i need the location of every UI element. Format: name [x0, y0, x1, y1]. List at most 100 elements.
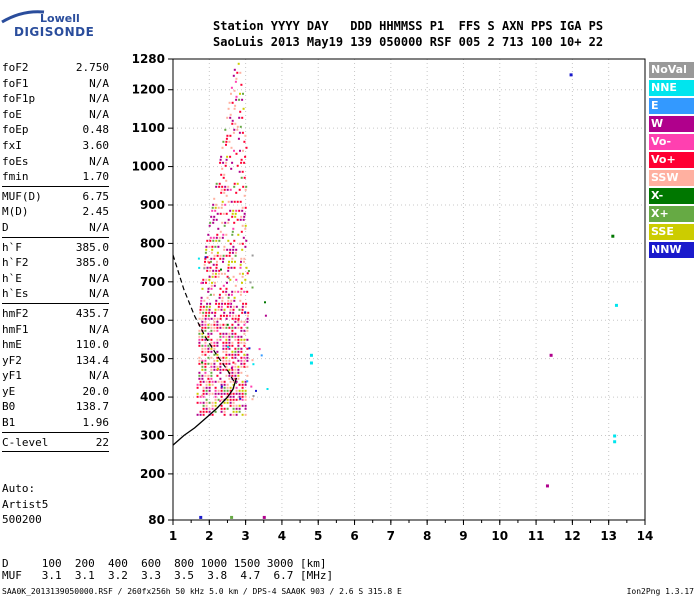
echo-mark [230, 167, 233, 170]
echo-mark [231, 332, 234, 335]
echo-mark [201, 368, 204, 371]
echo-mark [240, 329, 243, 332]
header-values: SaoLuis 2013 May19 139 050000 RSF 005 2 … [213, 35, 604, 49]
echo-mark [237, 314, 240, 317]
echo-mark [240, 158, 243, 161]
echo-mark [238, 209, 241, 212]
echo-mark [243, 140, 246, 143]
echo-mark [243, 161, 246, 164]
param-row: foE N/A [2, 107, 109, 123]
echo-mark [208, 407, 211, 410]
station-header: Station YYYY DAY DDD HHMMSS P1 FFS S AXN… [213, 18, 603, 50]
echo-mark [221, 302, 224, 305]
echo-mark [205, 386, 208, 389]
echo-mark [216, 323, 219, 326]
echo-mark [234, 80, 237, 83]
y-tick-label: 400 [140, 390, 165, 404]
echo-mark [228, 335, 231, 338]
echo-mark [207, 326, 210, 329]
echo-mark [211, 248, 214, 251]
echo-mark [202, 392, 205, 395]
echo-mark [235, 386, 238, 389]
echo-mark [225, 356, 228, 359]
profile-solid-line [172, 377, 238, 446]
echo-mark [207, 287, 210, 290]
echo-mark [236, 200, 239, 203]
echo-mark [230, 266, 233, 269]
echo-mark [207, 377, 210, 380]
echo-mark [246, 317, 249, 320]
echo-point [309, 361, 313, 365]
echo-mark [223, 188, 226, 191]
param-separator [2, 431, 109, 433]
echo-mark [204, 329, 207, 332]
echo-point [611, 234, 615, 238]
echo-mark [198, 329, 201, 332]
echo-mark [216, 338, 219, 341]
echo-mark [214, 209, 217, 212]
echo-mark [224, 302, 227, 305]
echo-mark [242, 107, 245, 110]
echo-mark [206, 266, 209, 269]
echo-mark [225, 212, 228, 215]
auto-version: 500200 [2, 513, 42, 527]
echo-mark [233, 296, 236, 299]
echo-mark [237, 377, 240, 380]
echo-mark [222, 254, 225, 257]
param-value: 1.70 [82, 170, 110, 184]
echo-mark [244, 227, 247, 230]
echo-point [569, 73, 573, 77]
param-name: h`E [2, 271, 22, 285]
echo-mark [237, 353, 240, 356]
echo-mark [219, 287, 222, 290]
param-row: C-level 22 [2, 435, 109, 451]
echo-mark [228, 101, 231, 104]
echo-mark [229, 305, 232, 308]
polarization-legend: NoVal NNE E W Vo- Vo+ SSW X- X+ SSE NNW [649, 62, 694, 260]
param-value: 1.96 [82, 416, 110, 430]
echo-mark [206, 302, 209, 305]
echo-mark [224, 128, 227, 131]
echo-mark [234, 314, 237, 317]
echo-mark [231, 314, 234, 317]
echo-mark [237, 290, 240, 293]
echo-mark [221, 296, 224, 299]
x-tick-label: 1 [169, 529, 177, 543]
echo-mark [229, 113, 232, 116]
echo-mark [204, 371, 207, 374]
echo-mark [219, 161, 222, 164]
param-row: D N/A [2, 220, 109, 236]
param-name: h`F [2, 240, 22, 254]
echo-mark [246, 272, 249, 275]
echo-mark [225, 137, 228, 140]
echo-mark [244, 413, 247, 416]
param-name: h`F2 [2, 256, 29, 270]
echo-mark [204, 256, 207, 259]
echo-mark [251, 286, 254, 289]
echo-mark [240, 230, 243, 233]
echo-mark [230, 200, 233, 203]
legend-item: NoVal [649, 62, 694, 78]
echo-mark [209, 266, 212, 269]
echo-mark [204, 251, 207, 254]
echo-mark [220, 389, 223, 392]
echo-mark [241, 311, 244, 314]
echo-mark [240, 371, 243, 374]
y-tick-label: 800 [140, 236, 165, 250]
echo-mark [207, 314, 210, 317]
x-tick-label: 12 [564, 529, 581, 543]
echo-mark [222, 212, 225, 215]
echo-mark [219, 371, 222, 374]
echo-mark [234, 290, 237, 293]
echo-mark [246, 290, 249, 293]
echo-mark [221, 185, 224, 188]
echo-mark [232, 74, 235, 77]
echo-mark [213, 344, 216, 347]
echo-mark [226, 407, 229, 410]
echo-mark [208, 311, 211, 314]
echo-mark [232, 401, 235, 404]
echo-mark [209, 239, 212, 242]
echo-mark [228, 338, 231, 341]
legend-item: Vo- [649, 134, 694, 150]
echo-mark [228, 347, 231, 350]
